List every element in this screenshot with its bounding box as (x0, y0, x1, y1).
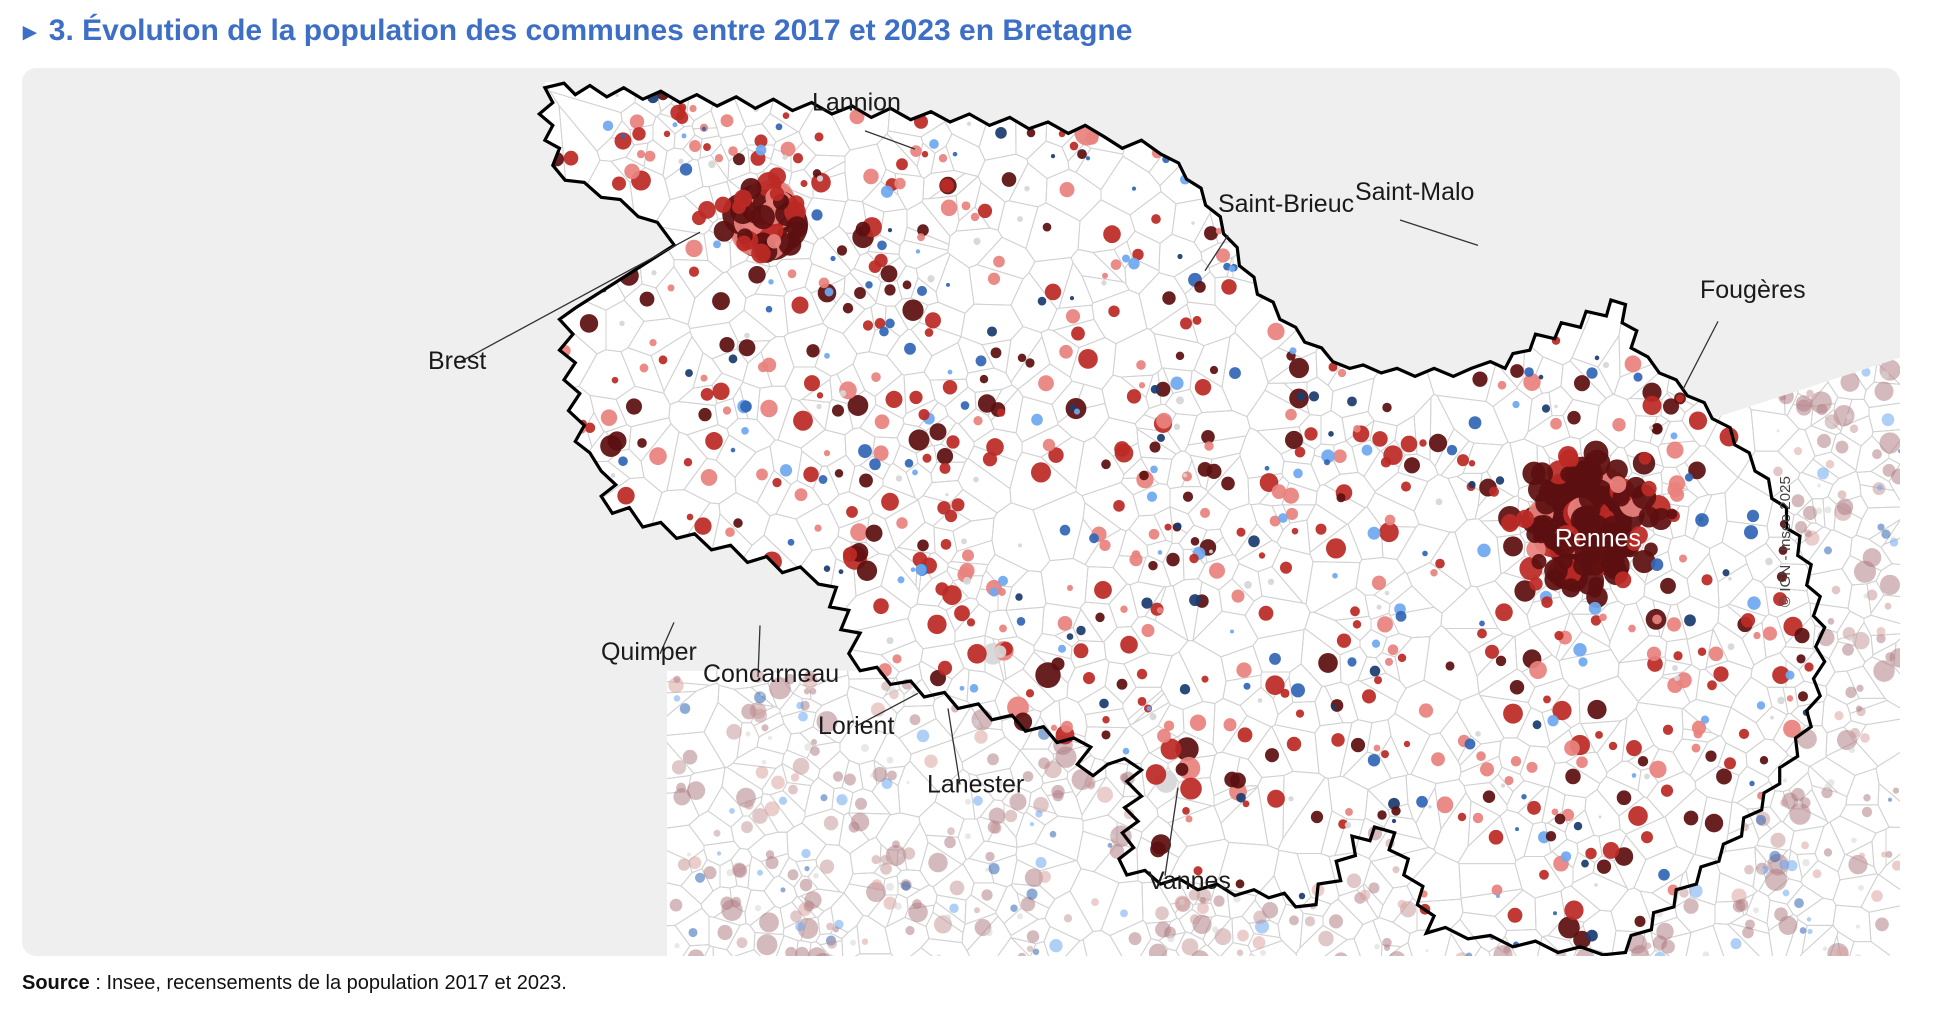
svg-text:Quimper: Quimper (601, 638, 697, 666)
svg-text:Lanester: Lanester (927, 771, 1024, 799)
svg-text:Saint-Malo: Saint-Malo (1355, 178, 1474, 206)
svg-text:Lorient: Lorient (818, 712, 894, 740)
svg-text:Brest: Brest (428, 347, 486, 375)
svg-text:Concarneau: Concarneau (703, 660, 839, 688)
svg-text:Rennes: Rennes (1555, 524, 1641, 552)
svg-text:Vannes: Vannes (1148, 867, 1231, 895)
svg-text:Lannion: Lannion (812, 88, 901, 116)
svg-text:Fougères: Fougères (1700, 276, 1806, 304)
svg-text:© IGN - Insee 2025: © IGN - Insee 2025 (1777, 476, 1794, 607)
svg-text:Saint-Brieuc: Saint-Brieuc (1218, 190, 1354, 218)
